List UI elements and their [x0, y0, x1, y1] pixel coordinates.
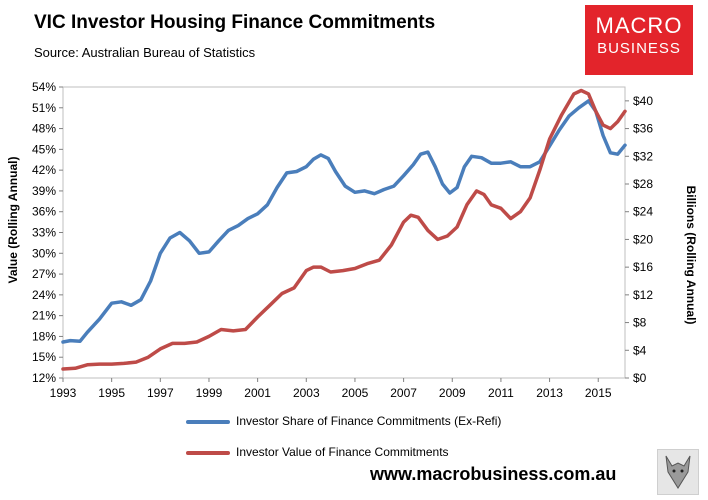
logo-line-2: BUSINESS: [597, 40, 681, 57]
y-left-tick-label: 39%: [32, 184, 56, 198]
x-tick-label: 1993: [50, 386, 77, 400]
legend-swatch-value: [186, 450, 230, 455]
legend-label-value: Investor Value of Finance Commitments: [236, 445, 449, 459]
x-tick-label: 2015: [585, 386, 612, 400]
x-tick-label: 1995: [98, 386, 125, 400]
x-tick-label: 2003: [293, 386, 320, 400]
y-left-tick-label: 51%: [32, 101, 56, 115]
y-right-tick-label: $20: [633, 232, 653, 246]
y-right-tick-label: $40: [633, 94, 653, 108]
chart-subtitle: Source: Australian Bureau of Statistics: [34, 45, 256, 60]
y-right-tick-label: $28: [633, 177, 653, 191]
y-right-tick-label: $36: [633, 122, 653, 136]
x-tick-label: 1997: [147, 386, 174, 400]
series-line-investor-value: [61, 88, 627, 371]
logo-line-1: MACRO: [595, 13, 683, 38]
y-right-tick-label: $24: [633, 205, 653, 219]
legend-item-value: Investor Value of Finance Commitments: [186, 445, 449, 459]
y-left-tick-label: 33%: [32, 226, 56, 240]
y-left-tick-label: 42%: [32, 163, 56, 177]
x-tick-label: 2007: [390, 386, 417, 400]
legend-label-share: Investor Share of Finance Commitments (E…: [236, 414, 502, 428]
x-tick-label: 2011: [488, 386, 514, 400]
y-right-tick-label: $32: [633, 149, 653, 163]
series-line-investor-share: [61, 99, 627, 344]
y-left-tick-label: 18%: [32, 329, 56, 343]
x-tick-label: 2013: [536, 386, 563, 400]
legend-item-share: Investor Share of Finance Commitments (E…: [186, 414, 501, 428]
macrobusiness-logo: MACRO BUSINESS: [585, 5, 693, 75]
y-left-tick-label: 27%: [32, 267, 56, 281]
y-left-tick-label: 24%: [32, 288, 56, 302]
x-tick-label: 2009: [439, 386, 466, 400]
y-left-tick-label: 54%: [32, 80, 56, 94]
y-left-tick-label: 36%: [32, 205, 56, 219]
y-left-tick-label: 15%: [32, 350, 56, 364]
website-url: www.macrobusiness.com.au: [370, 464, 617, 484]
y-right-tick-label: $0: [633, 371, 647, 385]
y-right-tick-label: $8: [633, 316, 647, 330]
y-right-tick-label: $4: [633, 343, 647, 357]
legend-swatch-share: [186, 419, 230, 424]
y-right-tick-label: $12: [633, 288, 653, 302]
y-left-tick-label: 48%: [32, 122, 56, 136]
y-left-tick-label: 12%: [32, 371, 56, 385]
y-left-tick-label: 30%: [32, 246, 56, 260]
wolf-emblem-image: [657, 449, 699, 495]
x-tick-label: 1999: [196, 386, 223, 400]
x-tick-label: 2001: [244, 386, 271, 400]
y-left-tick-label: 45%: [32, 142, 56, 156]
y-left-tick-label: 21%: [32, 309, 56, 323]
y-right-tick-label: $16: [633, 260, 653, 274]
chart-title: VIC Investor Housing Finance Commitments: [34, 12, 436, 33]
plot-area-border: [62, 86, 626, 379]
x-tick-label: 2005: [342, 386, 369, 400]
